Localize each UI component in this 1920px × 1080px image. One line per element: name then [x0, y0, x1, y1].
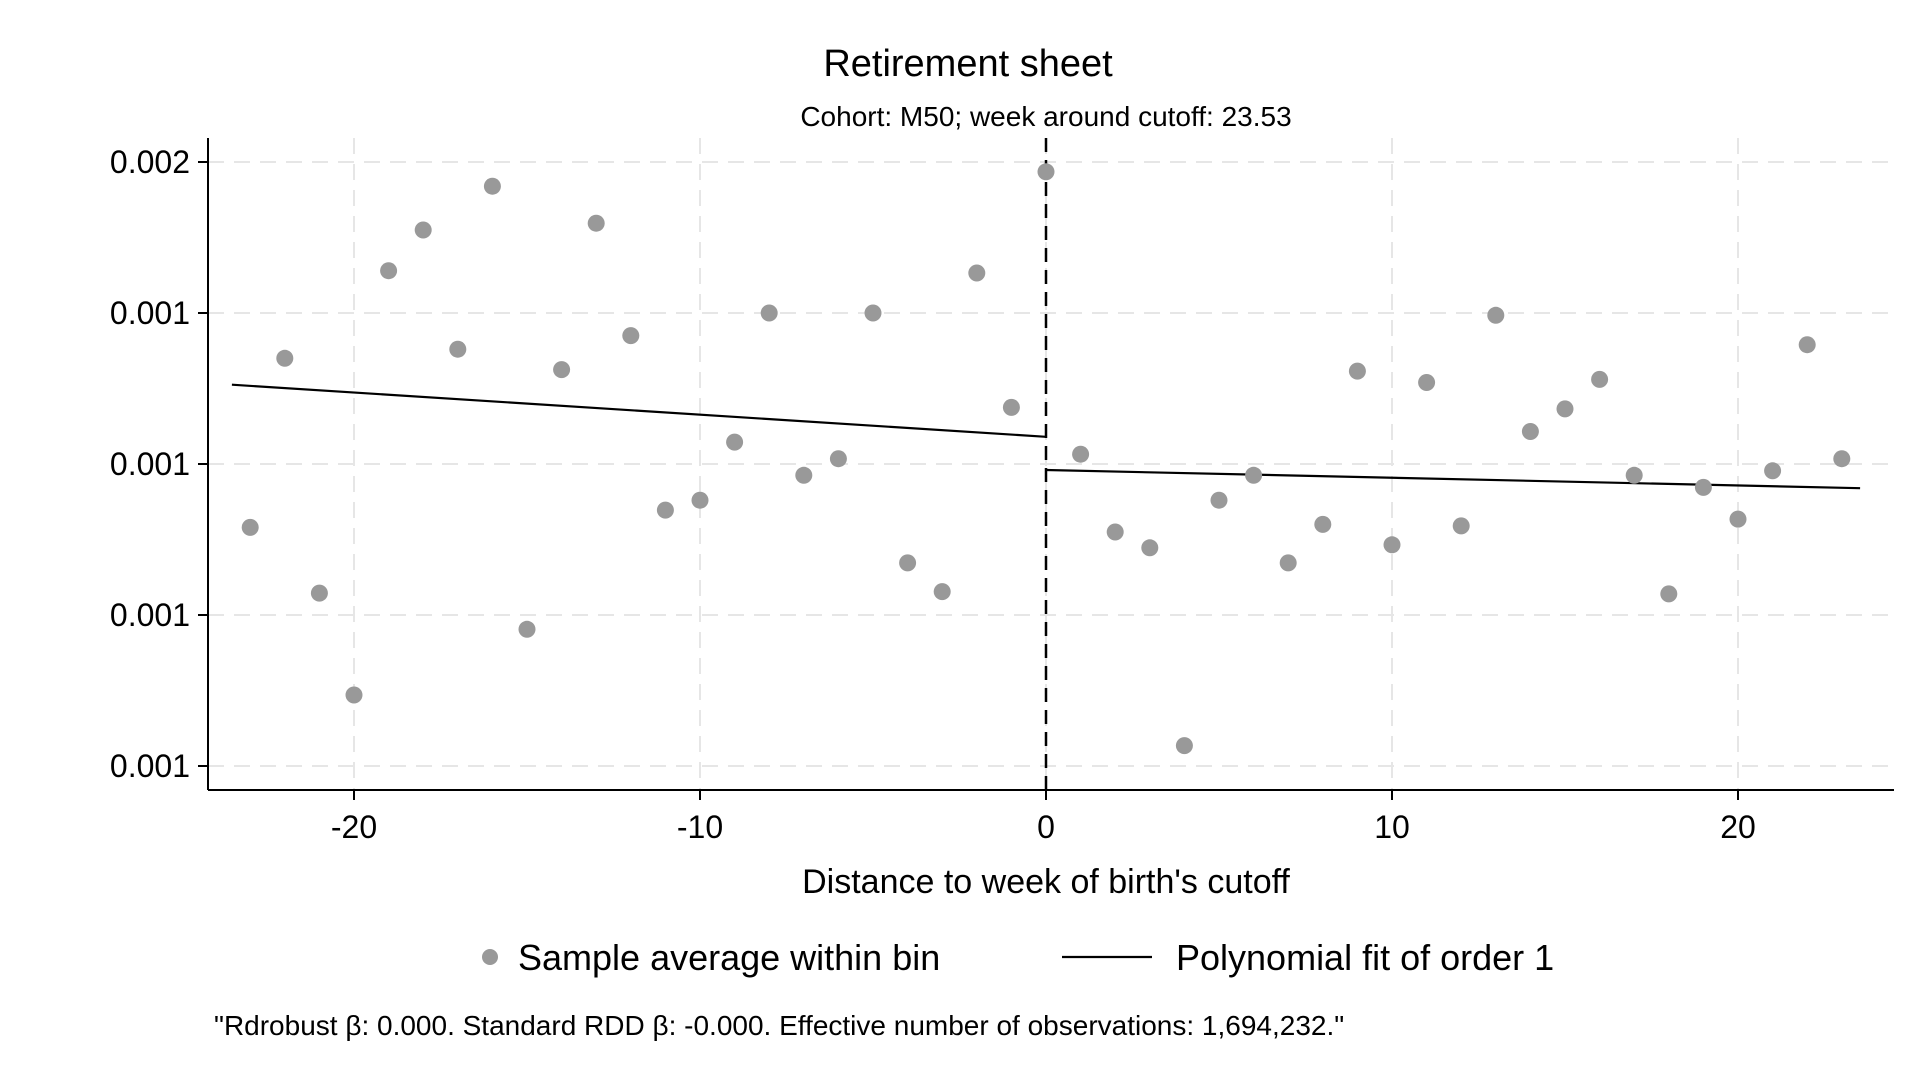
data-points — [241, 163, 1851, 755]
data-point — [380, 262, 398, 280]
data-point — [622, 327, 640, 345]
data-point — [1418, 374, 1436, 391]
data-point — [1106, 523, 1124, 541]
data-point — [968, 264, 986, 282]
data-point — [1694, 478, 1712, 496]
data-point — [1314, 515, 1332, 533]
data-point — [1833, 450, 1851, 468]
data-point — [933, 583, 951, 601]
data-point — [1591, 370, 1609, 388]
fit-line-right — [1045, 468, 1861, 490]
x-axis-label: Distance to week of birth's cutoff — [802, 863, 1290, 901]
data-point — [1210, 491, 1228, 509]
data-point — [1279, 554, 1297, 572]
data-point — [1798, 336, 1816, 354]
chart-note: "Rdrobust β: 0.000. Standard RDD β: -0.0… — [214, 1010, 1344, 1041]
chart-subtitle: Cohort: M50; week around cutoff: 23.53 — [800, 101, 1291, 132]
data-point — [587, 214, 605, 232]
data-point — [241, 518, 259, 536]
data-point — [1487, 306, 1505, 324]
data-point — [276, 349, 294, 367]
data-point — [449, 340, 467, 358]
data-point — [1002, 398, 1020, 416]
data-point — [553, 361, 571, 379]
x-tick-label: 10 — [1374, 809, 1410, 845]
data-point — [1348, 362, 1366, 380]
legend: Sample average within bin Polynomial fit… — [482, 937, 1554, 978]
data-point — [1141, 539, 1159, 557]
x-tick-label: 20 — [1720, 809, 1756, 845]
data-point — [691, 491, 709, 509]
data-point — [518, 620, 536, 638]
data-point — [1764, 462, 1782, 480]
legend-marker-icon — [482, 949, 498, 965]
data-point — [414, 221, 432, 239]
data-point — [1072, 445, 1090, 463]
data-point — [760, 304, 778, 322]
y-tick-label: 0.001 — [110, 748, 190, 784]
y-tick-label: 0.001 — [110, 446, 190, 482]
data-point — [829, 450, 847, 468]
data-point — [1037, 163, 1055, 181]
data-point — [1175, 737, 1193, 755]
data-point — [310, 584, 328, 602]
x-tick-label: -10 — [677, 809, 723, 845]
y-tick-label: 0.002 — [110, 144, 190, 180]
data-point — [1556, 400, 1574, 418]
data-point — [483, 177, 501, 195]
data-point — [1660, 585, 1678, 603]
y-tick-label: 0.001 — [110, 597, 190, 633]
data-point — [1245, 466, 1263, 484]
chart-title: Retirement sheet — [823, 43, 1113, 85]
data-point — [1383, 536, 1401, 554]
data-point — [726, 433, 744, 451]
data-point — [864, 304, 882, 322]
fit-line-left — [231, 383, 1047, 438]
data-point — [1625, 466, 1643, 484]
data-point — [1729, 510, 1747, 528]
y-ticks: 0.002 0.001 0.001 0.001 0.001 — [110, 144, 208, 784]
x-tick-label: 0 — [1037, 809, 1055, 845]
data-point — [795, 466, 813, 484]
legend-label-sample: Sample average within bin — [518, 937, 940, 978]
grid — [208, 138, 1894, 790]
fit-lines — [231, 383, 1861, 490]
data-point — [345, 686, 363, 704]
data-point — [1521, 423, 1539, 440]
data-point — [656, 501, 674, 519]
data-point — [1452, 517, 1470, 535]
legend-label-fit: Polynomial fit of order 1 — [1176, 937, 1554, 978]
y-tick-label: 0.001 — [110, 295, 190, 331]
x-ticks: -20 -10 0 10 20 — [331, 790, 1756, 845]
x-tick-label: -20 — [331, 809, 377, 845]
data-point — [899, 554, 917, 572]
